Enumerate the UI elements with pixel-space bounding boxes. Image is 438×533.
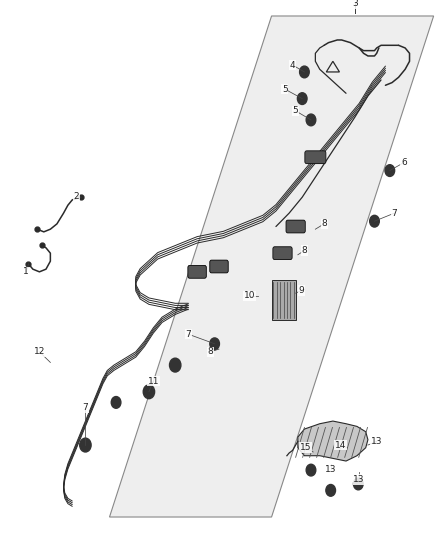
- FancyBboxPatch shape: [287, 221, 304, 232]
- Text: 11: 11: [148, 377, 159, 385]
- Circle shape: [80, 438, 91, 452]
- Circle shape: [370, 215, 379, 227]
- Text: 15: 15: [300, 443, 311, 452]
- Text: 1: 1: [23, 268, 29, 276]
- FancyBboxPatch shape: [273, 247, 292, 260]
- Text: 2: 2: [74, 192, 79, 200]
- Text: 5: 5: [282, 85, 288, 93]
- Circle shape: [306, 114, 316, 126]
- Circle shape: [306, 464, 316, 476]
- Circle shape: [143, 385, 155, 399]
- Text: 7: 7: [391, 209, 397, 217]
- Circle shape: [297, 93, 307, 104]
- FancyBboxPatch shape: [286, 220, 305, 233]
- FancyBboxPatch shape: [274, 247, 291, 259]
- Text: 6: 6: [401, 158, 407, 167]
- Circle shape: [210, 338, 219, 350]
- Circle shape: [170, 358, 181, 372]
- Text: 13: 13: [353, 475, 365, 484]
- Text: 8: 8: [321, 220, 327, 228]
- Text: 7: 7: [185, 330, 191, 338]
- FancyBboxPatch shape: [210, 261, 228, 272]
- Text: 7: 7: [82, 403, 88, 412]
- Circle shape: [300, 66, 309, 78]
- FancyBboxPatch shape: [188, 265, 206, 278]
- Text: 8: 8: [301, 246, 307, 255]
- Circle shape: [385, 165, 395, 176]
- Text: 5: 5: [293, 107, 299, 115]
- Text: 9: 9: [298, 286, 304, 295]
- Text: 8: 8: [207, 348, 213, 356]
- FancyBboxPatch shape: [210, 260, 228, 273]
- FancyBboxPatch shape: [188, 266, 206, 278]
- Text: 12: 12: [34, 348, 45, 356]
- Circle shape: [353, 478, 363, 490]
- Text: 10: 10: [244, 292, 255, 300]
- Text: 13: 13: [325, 465, 336, 473]
- FancyBboxPatch shape: [305, 151, 326, 164]
- Polygon shape: [110, 16, 434, 517]
- Circle shape: [326, 484, 336, 496]
- Text: 13: 13: [371, 437, 382, 446]
- Polygon shape: [298, 421, 368, 461]
- Bar: [272, 280, 296, 320]
- Text: 14: 14: [335, 441, 346, 449]
- FancyBboxPatch shape: [307, 151, 324, 163]
- Text: 4: 4: [290, 61, 295, 69]
- Circle shape: [111, 397, 121, 408]
- Text: 3: 3: [352, 0, 358, 8]
